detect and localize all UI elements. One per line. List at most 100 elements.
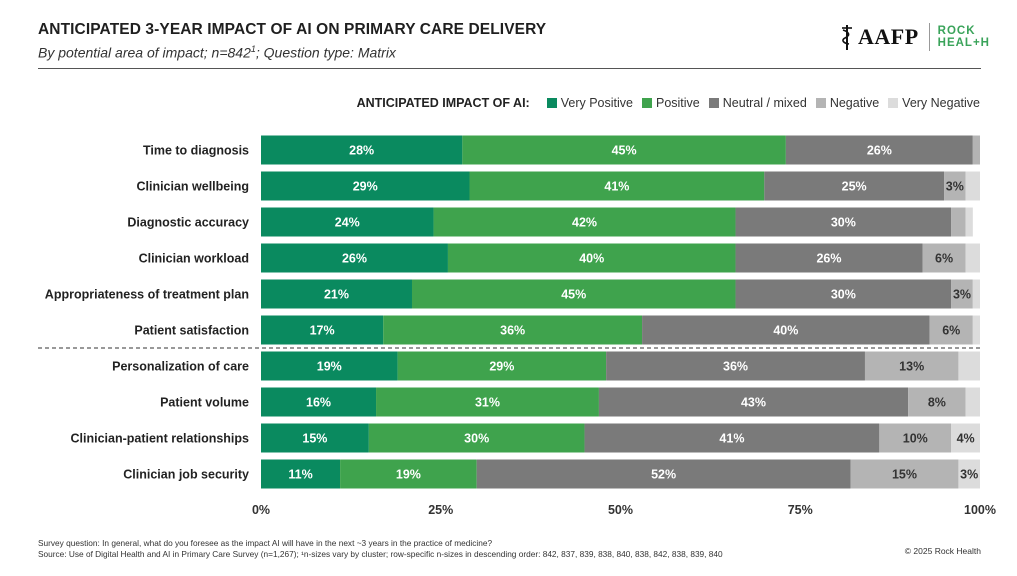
chart-legend: ANTICIPATED IMPACT OF AI: Very Positive … xyxy=(357,96,980,110)
legend-title: ANTICIPATED IMPACT OF AI: xyxy=(356,96,530,110)
data-label: 45% xyxy=(561,288,586,302)
bar-segment xyxy=(785,135,973,165)
data-label: 29% xyxy=(353,180,378,194)
bar-segment xyxy=(598,387,909,417)
data-label: 4% xyxy=(957,432,975,446)
copyright: © 2025 Rock Health xyxy=(904,546,981,556)
category-label: Clinician wellbeing xyxy=(136,180,249,194)
bar-segment xyxy=(261,387,377,417)
data-label: 25% xyxy=(842,180,867,194)
bar-segment xyxy=(368,423,585,453)
bar-segment xyxy=(642,315,930,345)
x-tick-label: 25% xyxy=(428,503,453,517)
bar-segment xyxy=(376,387,599,417)
bar-segment xyxy=(951,207,966,237)
bar-segment xyxy=(929,315,973,345)
bar-segment xyxy=(922,243,966,273)
header-rule xyxy=(38,68,981,69)
data-label: 45% xyxy=(612,144,637,158)
data-label: 11% xyxy=(288,468,312,482)
bar-segment xyxy=(850,459,959,489)
bar-segment xyxy=(261,423,369,453)
caduceus-icon xyxy=(842,25,852,50)
bar-segment xyxy=(972,315,980,345)
data-label: 24% xyxy=(335,216,360,230)
category-label: Patient satisfaction xyxy=(134,324,249,338)
category-label: Clinician workload xyxy=(139,252,249,266)
data-label: 26% xyxy=(867,144,892,158)
data-label: 10% xyxy=(903,432,928,446)
data-label: 36% xyxy=(723,360,748,374)
bar-segment xyxy=(951,423,980,453)
bar-segment xyxy=(261,279,412,309)
data-label: 3% xyxy=(953,288,971,302)
data-label: 13% xyxy=(899,360,924,374)
data-label: 3% xyxy=(946,180,964,194)
data-label: 15% xyxy=(892,468,917,482)
category-label: Diagnostic accuracy xyxy=(127,216,249,230)
legend-swatch xyxy=(708,98,719,108)
bar-segment xyxy=(908,387,966,417)
data-label: 26% xyxy=(342,252,367,266)
data-label: 19% xyxy=(396,468,421,482)
bar-segment xyxy=(958,351,980,381)
logo-group: AAFP ROCK HEAL+H xyxy=(840,22,990,52)
bar-segment xyxy=(462,135,786,165)
x-tick-label: 75% xyxy=(788,503,813,517)
bar-segment xyxy=(735,243,923,273)
data-label: 40% xyxy=(579,252,604,266)
legend-item-positive: Positive xyxy=(641,96,700,110)
legend-swatch xyxy=(815,98,826,108)
data-label: 15% xyxy=(302,432,327,446)
bar-segment xyxy=(864,351,959,381)
data-label: 31% xyxy=(475,396,500,410)
bar-segment xyxy=(447,243,736,273)
category-label: Time to diagnosis xyxy=(143,144,249,158)
logo-divider xyxy=(928,23,930,51)
chart-title: ANTICIPATED 3-YEAR IMPACT OF AI ON PRIMA… xyxy=(38,21,547,38)
bar-segment xyxy=(397,351,607,381)
bar-segment xyxy=(944,171,966,201)
bar-segment xyxy=(965,207,973,237)
category-label: Personalization of care xyxy=(112,360,249,374)
chart-subtitle: By potential area of impact; n=8421; Que… xyxy=(38,44,396,61)
bar-segment xyxy=(411,279,736,309)
bar-segment xyxy=(261,135,463,165)
data-label: 30% xyxy=(831,288,856,302)
bar-segment xyxy=(958,459,980,489)
category-label: Patient volume xyxy=(160,396,249,410)
bar-segment xyxy=(606,351,865,381)
rock-health-logo: ROCK HEAL+H xyxy=(937,25,990,49)
legend-swatch xyxy=(546,98,557,108)
legend-item-negative: Negative xyxy=(815,96,879,110)
bar-segment xyxy=(261,351,398,381)
bar-segment xyxy=(584,423,880,453)
data-label: 30% xyxy=(464,432,489,446)
bar-segment xyxy=(764,171,945,201)
data-label: 28% xyxy=(349,144,374,158)
data-label: 17% xyxy=(310,324,335,338)
bar-segment xyxy=(735,279,952,309)
legend-item-very-positive: Very Positive xyxy=(546,96,633,110)
data-label: 21% xyxy=(324,288,349,302)
x-tick-label: 100% xyxy=(964,503,996,517)
bar-segment xyxy=(469,171,765,201)
bar-segment xyxy=(972,135,980,165)
data-label: 41% xyxy=(604,180,629,194)
bar-segment xyxy=(433,207,736,237)
bar-segment xyxy=(879,423,952,453)
bar-segment xyxy=(965,387,980,417)
bar-segment xyxy=(476,459,851,489)
data-label: 6% xyxy=(942,324,960,338)
source-note: Source: Use of Digital Health and AI in … xyxy=(38,549,723,559)
legend-swatch xyxy=(641,98,652,108)
bar-segment xyxy=(735,207,952,237)
bar-segment xyxy=(261,459,341,489)
data-label: 43% xyxy=(741,396,766,410)
legend-item-very-negative: Very Negative xyxy=(888,96,980,110)
bar-segment xyxy=(340,459,477,489)
bar-segment xyxy=(261,207,434,237)
data-label: 3% xyxy=(960,468,978,482)
bar-segment xyxy=(261,171,470,201)
